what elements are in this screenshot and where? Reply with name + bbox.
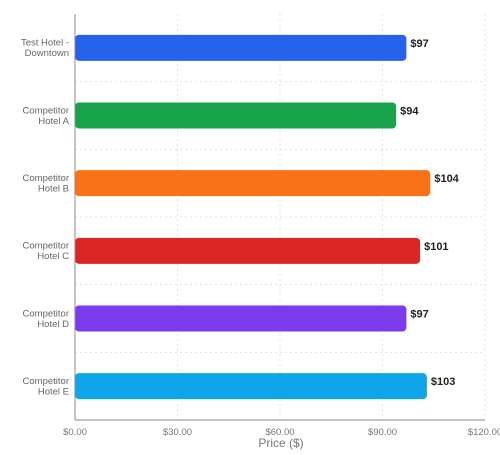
- x-tick-label: $90.00: [368, 427, 397, 438]
- bar-value-label: $94: [400, 106, 419, 118]
- x-tick-label: $60.00: [265, 427, 294, 438]
- labels-layer: $0.00 $30.00 $60.00 $90.00 $120.00 $97 Test Ho…: [21, 38, 500, 438]
- bar-value-label: $97: [410, 309, 428, 321]
- category-label: Test Hotel -Downtown: [21, 38, 69, 60]
- x-tick-label: $120.00: [468, 427, 500, 438]
- bar: [75, 102, 397, 129]
- x-tick-label: $0.00: [63, 427, 87, 438]
- x-axis-title: Price ($): [258, 436, 303, 450]
- category-label: Competitor Hotel D: [23, 308, 70, 330]
- bar-value-label: $101: [424, 241, 448, 253]
- bar: [75, 305, 407, 332]
- category-label: Competitor Hotel E: [23, 376, 69, 398]
- x-tick-label: $30.00: [163, 427, 192, 438]
- category-label: Competitor Hotel C: [23, 241, 70, 262]
- category-label: Competitor Hotel A: [23, 105, 70, 127]
- bar: [75, 170, 431, 197]
- bar: [75, 237, 421, 264]
- bars-layer: [75, 34, 431, 400]
- bar-value-label: $104: [434, 173, 459, 185]
- category-label: Competitor Hotel B: [23, 173, 69, 195]
- bar: [75, 373, 427, 400]
- bar-value-label: $97: [410, 38, 428, 50]
- grid-layer: [75, 14, 486, 420]
- bar-value-label: $103: [431, 376, 455, 388]
- bar: [75, 34, 407, 61]
- axis-layer: [74, 14, 485, 421]
